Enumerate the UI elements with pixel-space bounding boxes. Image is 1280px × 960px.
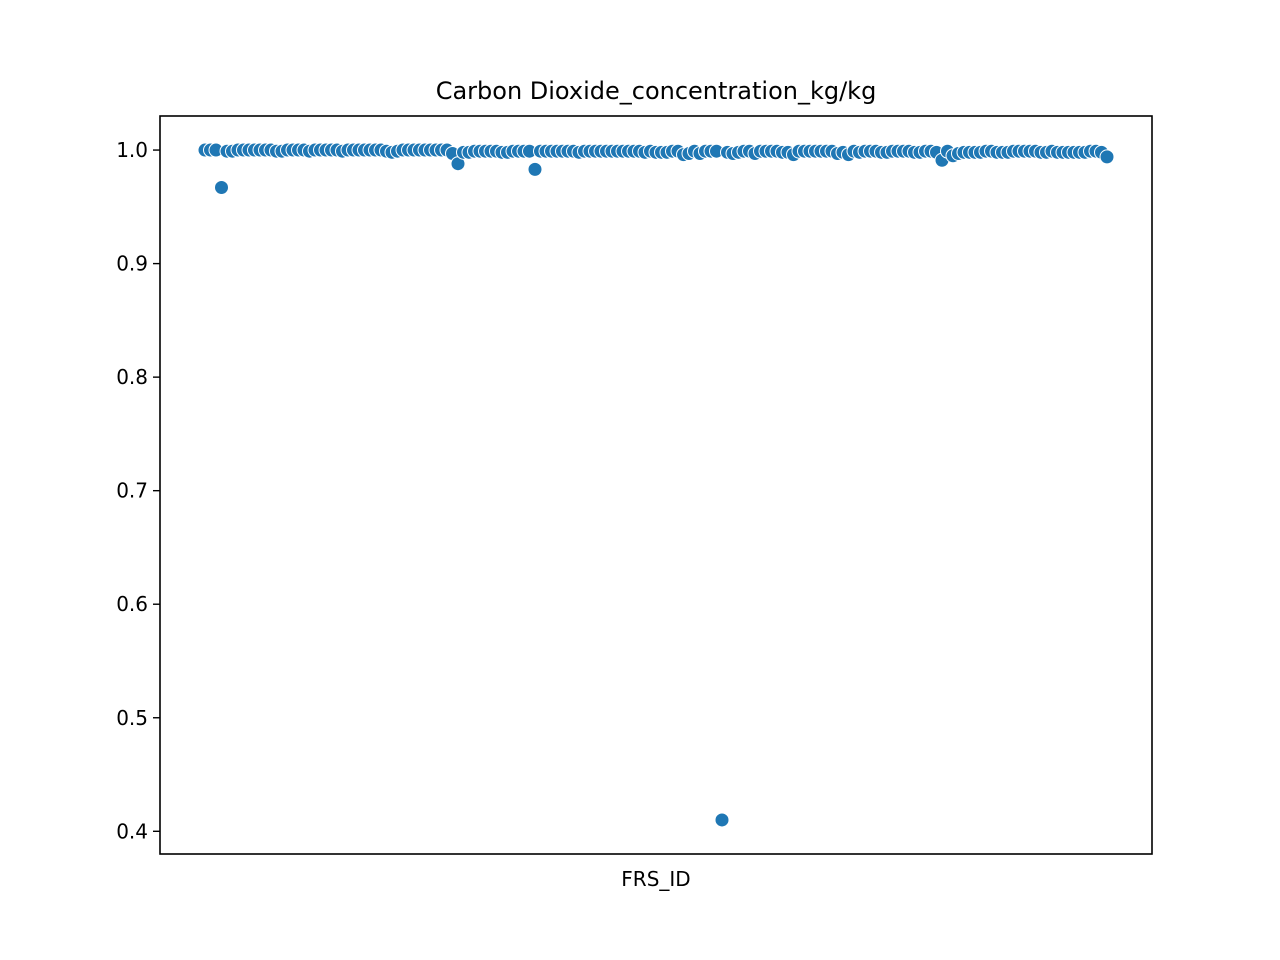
y-tick-label: 0.7 <box>116 479 148 503</box>
data-point <box>1099 149 1115 165</box>
plot-frame <box>159 115 1153 855</box>
y-tick-label: 0.4 <box>116 819 148 843</box>
data-point <box>714 812 730 828</box>
x-axis-label: FRS_ID <box>621 867 690 891</box>
y-tick-label: 0.9 <box>116 252 148 276</box>
data-points <box>197 142 1115 828</box>
y-tick-label: 0.5 <box>116 706 148 730</box>
data-point <box>214 180 229 196</box>
y-tick-label: 1.0 <box>116 138 148 162</box>
data-point <box>527 161 543 177</box>
y-tick-label: 0.8 <box>116 365 148 389</box>
y-tick-label: 0.6 <box>116 592 148 616</box>
y-axis: 0.4 0.5 0.6 0.7 0.8 0.9 1.0 <box>116 138 160 843</box>
chart-title: Carbon Dioxide_concentration_kg/kg <box>436 77 877 105</box>
